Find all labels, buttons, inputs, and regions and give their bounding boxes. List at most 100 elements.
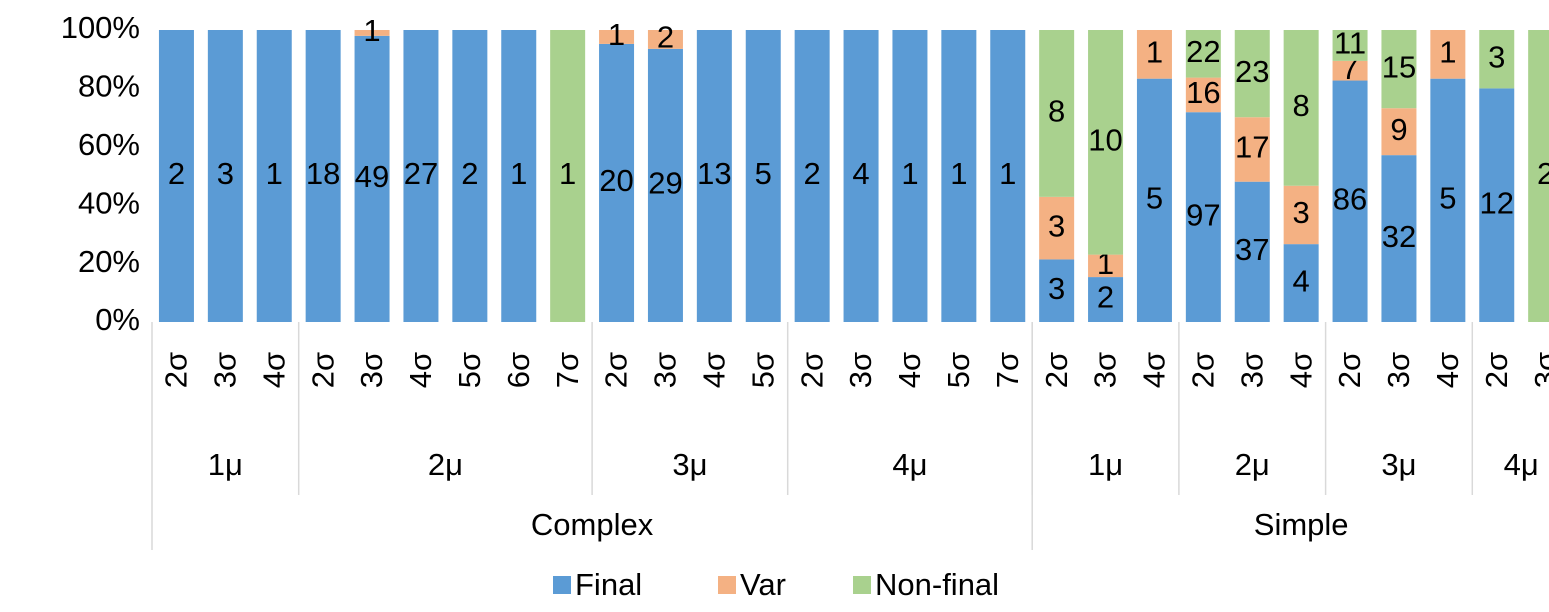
bar-segment: [207, 30, 243, 322]
y-tick-label: 20%: [78, 244, 140, 279]
x-tick-label: 7σ: [990, 352, 1025, 388]
bar-segment: [1234, 30, 1270, 118]
bar-segment: [1039, 196, 1075, 260]
data-label: 4: [1293, 263, 1310, 298]
x-tick-label: 4σ: [892, 352, 927, 388]
x-tick-label: 4σ: [1430, 352, 1465, 388]
data-label: 3: [1048, 271, 1065, 306]
x-tick-label: 6σ: [501, 352, 536, 388]
bar-segment: [1234, 181, 1270, 322]
bar-segment: [843, 30, 879, 322]
data-label: 2: [1097, 280, 1114, 315]
data-label: 2: [804, 156, 821, 191]
bar-segment: [1136, 78, 1172, 323]
data-label: 23: [1235, 54, 1269, 89]
legend-label: Var: [740, 567, 786, 602]
data-label: 3: [1048, 208, 1065, 243]
data-label: 1: [510, 156, 527, 191]
data-label: 37: [1235, 232, 1269, 267]
data-label: 2: [657, 20, 674, 55]
data-label: 2: [461, 156, 478, 191]
x-tick-label: 4σ: [697, 352, 732, 388]
bar-segment: [1136, 30, 1172, 79]
x-tick-label: 2σ: [305, 352, 340, 388]
bar-segment: [1430, 78, 1466, 323]
data-label: 3: [1293, 195, 1310, 230]
bar-segment: [1332, 80, 1368, 323]
bar-segment: [941, 30, 977, 322]
bar-segment: [1479, 88, 1515, 323]
x-tick-label: 3σ: [843, 352, 878, 388]
legend-swatch: [853, 576, 871, 594]
x-tick-label: 5σ: [941, 352, 976, 388]
group-label: Complex: [531, 507, 654, 542]
x-tick-label: 3σ: [208, 352, 243, 388]
x-tick-label: 7σ: [550, 352, 585, 388]
bar-segment: [1039, 259, 1075, 322]
bar-segment: [256, 30, 292, 322]
x-tick-label: 3σ: [1381, 352, 1416, 388]
data-label: 1: [950, 156, 967, 191]
data-label: 3: [217, 156, 234, 191]
data-label: 22: [1186, 34, 1220, 69]
group-label: 1μ: [208, 447, 243, 482]
bar-segment: [452, 30, 488, 322]
bar-segment: [1088, 254, 1124, 278]
bar-segment: [696, 30, 732, 322]
y-tick-label: 80%: [78, 69, 140, 104]
bar-segment: [1185, 112, 1221, 322]
data-label: 5: [1439, 181, 1456, 216]
group-label: 2μ: [428, 447, 463, 482]
x-tick-label: 5σ: [745, 352, 780, 388]
bar-segment: [1332, 60, 1368, 81]
data-label: 5: [1146, 181, 1163, 216]
x-tick-label: 2σ: [1332, 352, 1367, 388]
bar-segment: [794, 30, 830, 322]
bar-segment: [354, 30, 390, 36]
data-label: 86: [1333, 181, 1367, 216]
x-tick-label: 2σ: [1479, 352, 1514, 388]
bar-segment: [1430, 30, 1466, 79]
data-label: 1: [363, 13, 380, 48]
data-label: 15: [1382, 49, 1416, 84]
y-tick-label: 100%: [61, 10, 140, 45]
data-label: 8: [1048, 94, 1065, 129]
bar-segment: [1088, 277, 1124, 322]
x-tick-label: 4σ: [256, 352, 291, 388]
bar-segment: [1332, 30, 1368, 61]
bar-segment: [1185, 30, 1221, 78]
data-label: 1: [559, 156, 576, 191]
data-label: 5: [755, 156, 772, 191]
x-tick-label: 3σ: [1088, 352, 1123, 388]
x-tick-label: 4σ: [1137, 352, 1172, 388]
data-label: 27: [404, 156, 438, 191]
x-tick-label: 5σ: [452, 352, 487, 388]
data-label: 11: [1334, 26, 1366, 61]
bar-segment: [599, 30, 635, 44]
bar-segment: [1528, 30, 1549, 322]
bar-segment: [354, 35, 390, 323]
bar-segment: [158, 30, 194, 322]
bar-segment: [599, 43, 635, 323]
bar-segment: [1479, 30, 1515, 89]
x-tick-label: 2σ: [159, 352, 194, 388]
x-tick-label: 4σ: [403, 352, 438, 388]
bar-segment: [1234, 117, 1270, 182]
legend-swatch: [718, 576, 736, 594]
legend-label: Non-final: [875, 567, 999, 602]
legend-label: Final: [575, 567, 642, 602]
bar-segment: [1283, 244, 1319, 322]
x-tick-label: 2σ: [1039, 352, 1074, 388]
bar-segment: [647, 48, 683, 322]
x-tick-label: 4σ: [1283, 352, 1318, 388]
data-label: 10: [1088, 122, 1122, 157]
data-label: 32: [1382, 219, 1416, 254]
data-label: 20: [599, 163, 633, 198]
bar-segment: [990, 30, 1026, 322]
data-label: 2: [168, 156, 185, 191]
y-tick-label: 60%: [78, 127, 140, 162]
data-label: 18: [306, 156, 340, 191]
bar-segment: [550, 30, 586, 322]
legend-swatch: [553, 576, 571, 594]
data-label: 17: [1235, 130, 1269, 165]
